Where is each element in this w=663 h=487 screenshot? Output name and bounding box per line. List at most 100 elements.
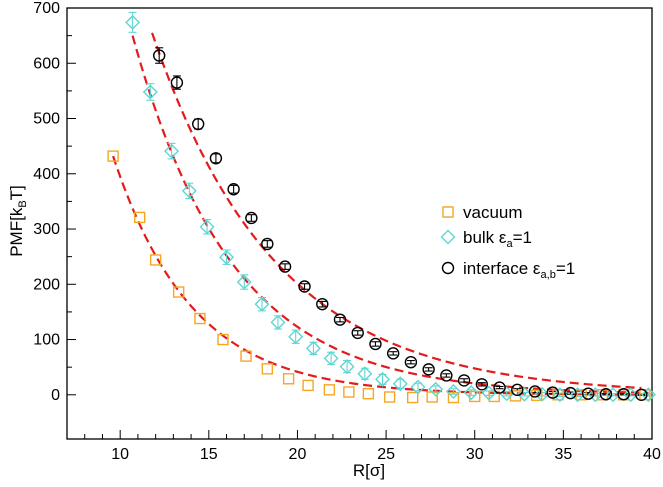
data-point-diamond [357, 366, 373, 382]
data-point-circle [191, 117, 205, 131]
data-point-diamond [375, 371, 391, 387]
x-tick-label: 10 [111, 446, 129, 463]
x-tick-label: 20 [289, 446, 307, 463]
fit-curve-diamond [131, 35, 649, 394]
data-point-diamond [199, 219, 215, 235]
data-point-circle [369, 337, 382, 351]
data-point-circle [635, 388, 648, 401]
y-tick-label: 300 [33, 221, 60, 238]
data-point-circle [351, 326, 364, 340]
legend-marker-diamond [440, 229, 456, 245]
data-point-circle [278, 260, 292, 273]
fit-curve-square [112, 155, 645, 396]
data-point-circle [386, 347, 400, 360]
data-point-square [261, 363, 274, 375]
data-point-square [343, 386, 355, 398]
data-point-square [447, 391, 460, 404]
plot-frame [66, 7, 653, 440]
data-point-diamond [534, 386, 550, 402]
x-axis-label: R[σ] [353, 461, 385, 480]
data-point-circle [599, 388, 613, 401]
data-point-circle [511, 383, 524, 397]
data-point-circle [564, 386, 577, 400]
data-point-diamond [339, 359, 355, 375]
data-point-circle [493, 381, 506, 394]
data-points [107, 14, 656, 404]
data-point-diamond [125, 14, 141, 30]
data-point-diamond [516, 386, 532, 402]
fit-curves [112, 32, 649, 396]
data-point-circle [440, 369, 453, 382]
y-tick-label: 0 [51, 387, 60, 404]
data-point-square [133, 211, 146, 224]
data-point-circle [333, 313, 347, 326]
data-point-circle [170, 76, 184, 89]
data-point-diamond [219, 249, 235, 265]
x-tick-label: 25 [377, 446, 395, 463]
legend: vacuum bulk εa=1 interface εa,b=1 [440, 203, 575, 281]
legend-label: interface εa,b=1 [463, 259, 575, 281]
data-point-diamond [323, 350, 339, 366]
data-point-diamond [410, 379, 426, 395]
data-point-square [172, 286, 185, 298]
y-tick-label: 700 [33, 0, 60, 17]
data-point-square [302, 379, 314, 392]
data-point-diamond [587, 387, 603, 403]
data-point-circle [227, 183, 240, 196]
data-point-square [107, 150, 119, 162]
data-point-square [469, 390, 481, 403]
data-point-circle [152, 49, 166, 62]
data-point-diamond [288, 329, 304, 345]
x-tick-label: 35 [554, 446, 572, 463]
x-tick-label: 30 [466, 446, 484, 463]
data-point-diamond [623, 387, 639, 403]
data-point-circle [422, 363, 435, 376]
data-point-diamond [570, 387, 586, 403]
data-point-circle [245, 211, 258, 225]
data-point-diamond [270, 314, 286, 330]
data-point-square [406, 391, 419, 404]
data-point-diamond [428, 381, 444, 397]
data-point-diamond [142, 84, 158, 100]
data-point-diamond [481, 385, 497, 401]
data-point-circle [528, 385, 542, 398]
data-point-diamond [392, 376, 408, 392]
data-point-diamond [305, 340, 321, 356]
y-axis-label: PMF[kBT] [7, 185, 29, 257]
data-point-diamond [499, 386, 515, 402]
y-tick-label: 200 [33, 276, 60, 293]
fit-curve-circle [151, 32, 642, 390]
data-point-square [240, 350, 252, 362]
data-point-square [149, 254, 162, 266]
data-point-square [362, 387, 375, 400]
y-tick-label: 500 [33, 111, 60, 128]
data-point-diamond [605, 387, 621, 403]
data-point-square [383, 391, 396, 403]
data-point-diamond [552, 387, 568, 403]
data-point-circle [581, 387, 595, 400]
legend-label: bulk εa=1 [463, 228, 532, 250]
data-point-diamond [640, 387, 656, 403]
data-point-diamond [164, 143, 180, 159]
error-bars [128, 11, 653, 398]
data-point-square [426, 391, 438, 403]
data-point-circle [316, 297, 329, 311]
data-point-diamond [445, 383, 461, 399]
data-point-square [282, 373, 295, 385]
data-point-circle [617, 388, 630, 401]
y-tick-label: 400 [33, 166, 60, 183]
data-point-diamond [181, 183, 197, 199]
data-point-circle [457, 374, 471, 387]
legend-marker-square [442, 206, 454, 218]
data-point-diamond [463, 385, 479, 401]
data-point-square [194, 312, 206, 325]
data-point-circle [546, 386, 559, 399]
y-tick-label: 100 [33, 332, 60, 349]
data-point-circle [298, 280, 311, 293]
data-point-square [217, 333, 229, 346]
data-point-diamond [254, 296, 270, 312]
data-point-square [323, 384, 336, 396]
data-point-diamond [236, 274, 252, 290]
data-point-circle [475, 378, 489, 391]
